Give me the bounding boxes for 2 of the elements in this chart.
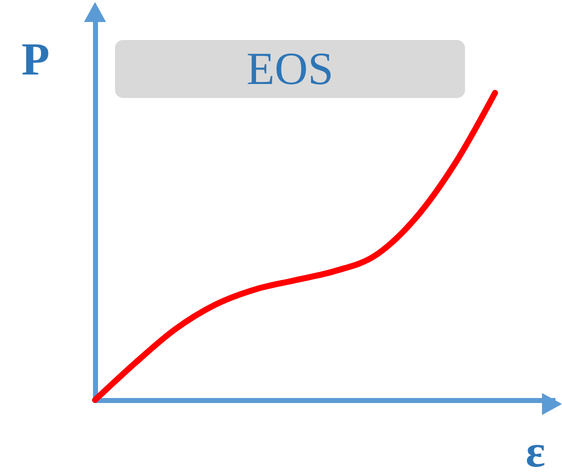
x-axis-title: ε xyxy=(526,426,546,474)
y-axis-title: P xyxy=(21,34,50,84)
